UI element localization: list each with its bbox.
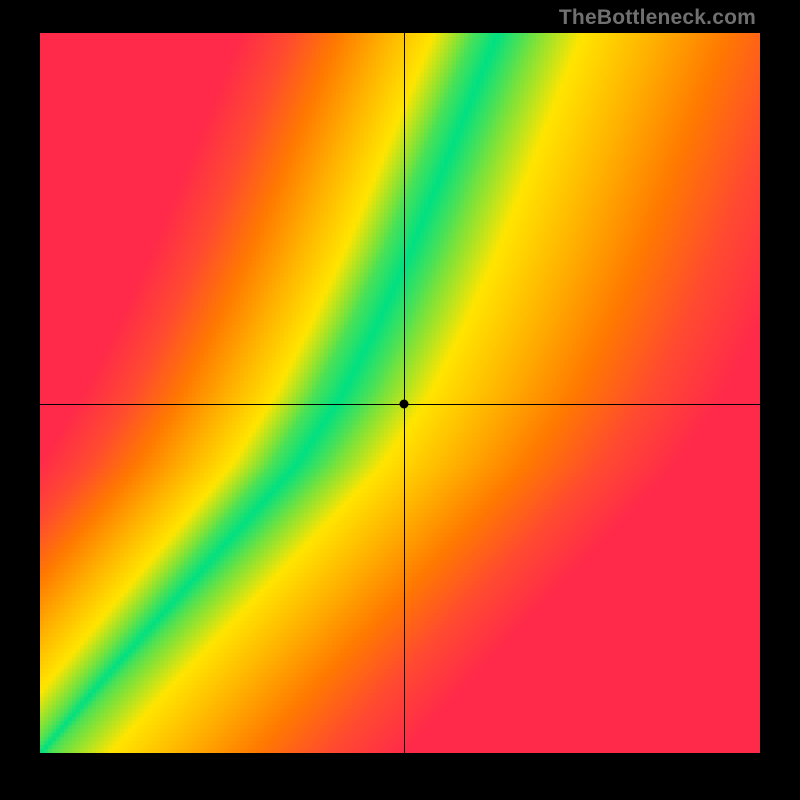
crosshair-vertical bbox=[404, 33, 405, 753]
chart-container: TheBottleneck.com bbox=[0, 0, 800, 800]
watermark-text: TheBottleneck.com bbox=[559, 6, 756, 30]
crosshair-marker bbox=[399, 399, 408, 408]
plot-area bbox=[40, 33, 760, 753]
heatmap-canvas bbox=[40, 33, 760, 753]
